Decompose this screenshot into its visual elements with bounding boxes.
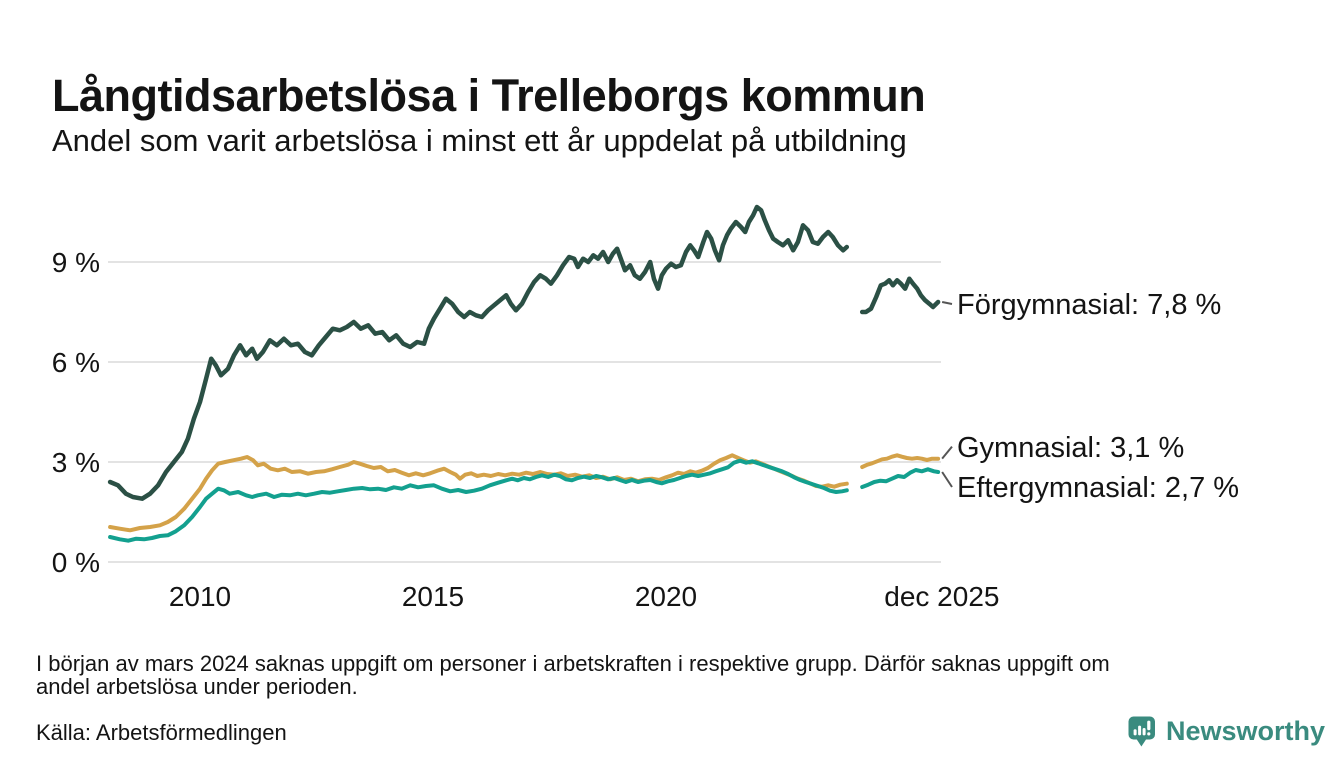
x-tick-label: dec 2025 [884, 581, 999, 612]
x-tick-label: 2010 [169, 581, 231, 612]
source-label: Källa: Arbetsförmedlingen [36, 720, 287, 745]
label-connector-eftergymnasial [941, 471, 953, 488]
series-line-forgymnasial [107, 204, 850, 501]
series-end-labels: Förgymnasial: 7,8 % Gymnasial: 3,1 % Efter… [941, 289, 1239, 504]
gridlines [108, 261, 941, 563]
newsworthy-logo[interactable]: Newsworthy [1128, 716, 1325, 749]
footnote-line-1: I början av mars 2024 saknas uppgift om … [36, 651, 1110, 676]
newsworthy-logo-icon [1128, 716, 1155, 747]
x-tick-label: 2020 [635, 581, 697, 612]
series-line-eftergymnasial-after-gap [860, 467, 941, 489]
y-tick-label: 9 % [52, 247, 100, 278]
newsworthy-wordmark: Newsworthy [1166, 716, 1326, 746]
y-tick-label: 6 % [52, 347, 100, 378]
series-line-eftergymnasial [108, 458, 849, 543]
series-end-label-forgymnasial: Förgymnasial: 7,8 % [957, 289, 1221, 321]
logo-barchart-glyph [1133, 720, 1151, 736]
series-line-forgymnasial-after-gap [859, 276, 941, 315]
x-tick-label: 2015 [402, 581, 464, 612]
page-title: Långtidsarbetslösa i Trelleborgs kommun [52, 70, 926, 122]
series-end-label-eftergymnasial: Eftergymnasial: 2,7 % [957, 472, 1239, 504]
logo-exclamation-bar [1147, 720, 1151, 731]
series-lines [107, 204, 941, 543]
page-subtitle: Andel som varit arbetslösa i minst ett å… [52, 123, 907, 158]
label-connector-forgymnasial [941, 301, 953, 305]
footnote: I början av mars 2024 saknas uppgift om … [36, 652, 1110, 698]
series-line-gymnasial [108, 453, 849, 533]
x-axis-labels: 2010 2015 2020 dec 2025 [169, 581, 1000, 612]
logo-exclamation-dot [1147, 732, 1151, 736]
y-tick-label: 3 % [52, 447, 100, 478]
series-line-gymnasial-after-gap [860, 453, 941, 469]
y-axis-labels: 0 % 3 % 6 % 9 % [52, 247, 100, 578]
label-connector-gymnasial [941, 446, 953, 460]
footnote-line-2: andel arbetslösa under perioden. [36, 674, 358, 699]
y-tick-label: 0 % [52, 547, 100, 578]
series-end-label-gymnasial: Gymnasial: 3,1 % [957, 432, 1184, 464]
